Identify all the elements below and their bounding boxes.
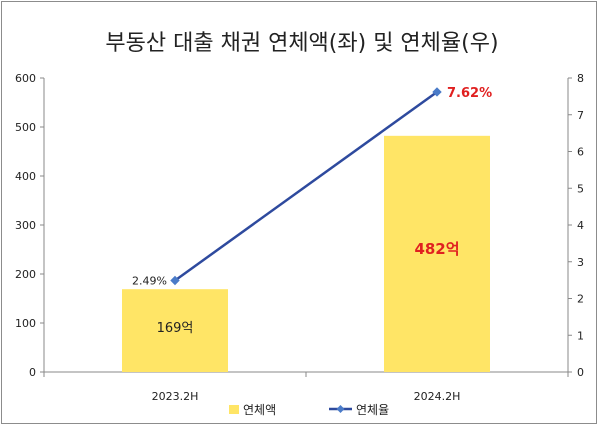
y-right-tick-label: 2	[577, 293, 584, 306]
legend: 연체액 연체율	[229, 403, 389, 417]
y-left-tick-label: 200	[15, 268, 36, 281]
y-right-tick-label: 0	[577, 366, 584, 379]
bar-overdue-amount	[122, 289, 228, 372]
y-left-tick-label: 500	[15, 121, 36, 134]
y-left-tick-label: 600	[15, 72, 36, 85]
y-right-tick-label: 3	[577, 256, 584, 269]
y-left-tick-label: 300	[15, 219, 36, 232]
legend-swatch-overdue-amount	[229, 405, 239, 414]
legend-marker-overdue-rate	[336, 405, 345, 413]
legend-label-overdue-rate: 연체율	[356, 403, 389, 417]
legend-label-overdue-amount: 연체액	[243, 403, 276, 417]
y-left-tick-label: 0	[29, 366, 36, 379]
y-right-tick-label: 5	[577, 182, 584, 195]
bar-data-label: 482억	[414, 240, 459, 258]
y-right-tick-label: 6	[577, 146, 584, 159]
x-tick-label: 2023.2H	[152, 390, 199, 403]
y-right-tick-label: 4	[577, 219, 584, 232]
plot-area: 0 100 200 300 400 500 600 0 1 2 3 4 5 6 7 8 2023.2H 2024.…	[15, 72, 584, 403]
x-tick-label: 2024.2H	[414, 390, 461, 403]
chart-frame: 부동산 대출 채권 연체액(좌) 및 연체율(우) 0 100 200 300 400 5…	[1, 1, 597, 424]
y-right-tick-label: 7	[577, 109, 584, 122]
bar-data-label: 169억	[157, 321, 194, 336]
line-data-label: 7.62%	[447, 86, 492, 101]
y-left-tick-label: 400	[15, 170, 36, 183]
y-right-tick-label: 8	[577, 72, 584, 85]
y-left-tick-label: 100	[15, 317, 36, 330]
y-right-tick-label: 1	[577, 329, 584, 342]
line-point-overdue-rate	[432, 87, 442, 97]
line-data-label: 2.49%	[132, 274, 167, 287]
line-point-overdue-rate	[170, 275, 180, 286]
bar-overdue-amount	[384, 135, 490, 372]
line-overdue-rate	[174, 90, 438, 282]
chart-title: 부동산 대출 채권 연체액(좌) 및 연체율(우)	[105, 31, 498, 56]
